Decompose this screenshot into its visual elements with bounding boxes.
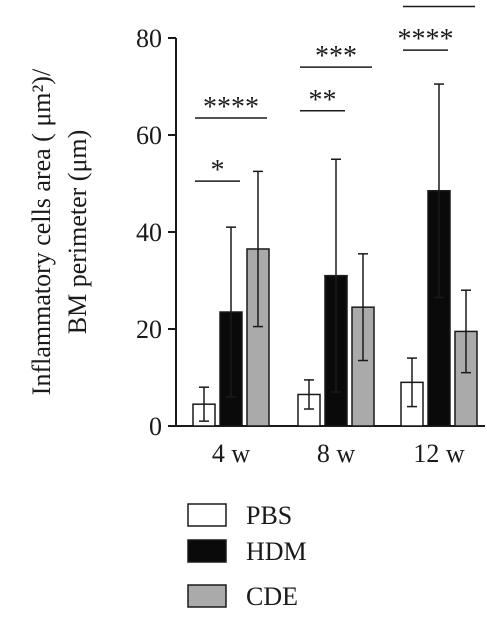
legend-label-hdm: HDM bbox=[246, 537, 307, 566]
legend: PBS HDM CDE bbox=[187, 501, 307, 611]
significance-label: *** bbox=[315, 41, 357, 72]
axes: 0 20 40 60 80 4 w 8 w 12 w bbox=[136, 24, 485, 468]
bars bbox=[192, 83, 478, 427]
legend-label-pbs: PBS bbox=[246, 501, 292, 530]
y-axis-label-line-2: BM perimeter (μm) bbox=[63, 130, 92, 335]
significance-label: **** bbox=[203, 92, 259, 123]
legend-swatch-cde bbox=[187, 584, 227, 608]
y-tick-label: 40 bbox=[136, 218, 162, 247]
significance-label: **** bbox=[398, 24, 454, 55]
significance-label: * bbox=[211, 155, 225, 186]
y-tick-label: 0 bbox=[149, 412, 162, 441]
legend-swatch-pbs bbox=[187, 503, 227, 527]
y-tick-label: 20 bbox=[136, 315, 162, 344]
x-tick-label: 4 w bbox=[212, 439, 251, 468]
legend-swatch-hdm bbox=[187, 539, 227, 563]
y-tick-label: 60 bbox=[136, 121, 162, 150]
x-tick-label: 8 w bbox=[317, 439, 356, 468]
x-tick-label: 12 w bbox=[413, 439, 465, 468]
significance-label: * bbox=[432, 0, 446, 11]
y-axis-label-line-1: Inflammatory cells area ( μm²)/ bbox=[27, 68, 56, 395]
significance-annotations: *************** bbox=[195, 0, 475, 186]
significance-label: ** bbox=[309, 85, 337, 116]
y-tick-label: 80 bbox=[136, 24, 162, 53]
legend-label-cde: CDE bbox=[246, 582, 298, 611]
y-axis-label: Inflammatory cells area ( μm²)/ BM perim… bbox=[27, 68, 92, 395]
